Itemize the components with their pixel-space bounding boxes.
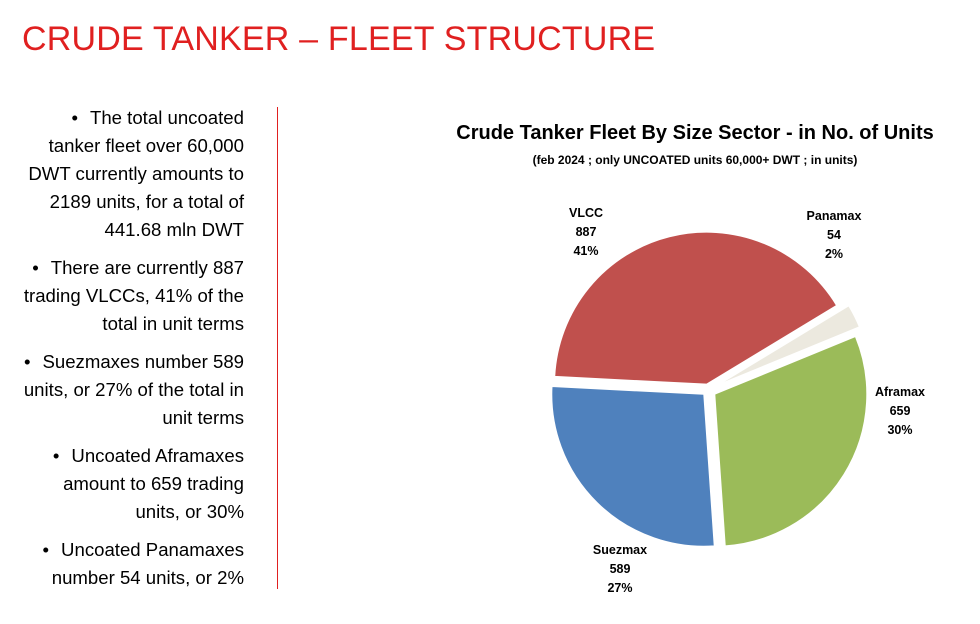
chart-subtitle: (feb 2024 ; only UNCOATED units 60,000+ … — [532, 153, 858, 167]
pie-slice-suezmax — [551, 385, 715, 547]
slice-name: Aframax — [875, 385, 925, 399]
bullet-item: • The total uncoated tanker fleet over 60… — [28, 107, 244, 240]
bullet-text: Uncoated Aframaxes amount to 659 trading… — [63, 445, 244, 522]
bullet-item: • Suezmaxes number 589 units, or 27% of t… — [23, 351, 244, 428]
slice-value: 54 — [827, 228, 841, 242]
bullet-item: • Uncoated Panamaxes number 54 units, or … — [42, 539, 244, 588]
vertical-divider — [277, 107, 278, 589]
bullet-text: There are currently 887 trading VLCCs, 4… — [23, 257, 244, 334]
slice-value: 659 — [890, 404, 911, 418]
pie-slice-vlcc — [554, 231, 838, 385]
pie-slice-panamax — [718, 305, 860, 386]
slice-value: 589 — [610, 562, 631, 576]
bullet-text: Suezmaxes number 589 units, or 27% of th… — [23, 351, 244, 428]
slice-label-vlcc: VLCC 887 41% — [569, 206, 603, 258]
slice-name: VLCC — [569, 206, 603, 220]
slice-label-panamax: Panamax 54 2% — [807, 209, 862, 261]
pie-slice-aframax — [714, 335, 868, 547]
slice-name: Panamax — [807, 209, 862, 223]
slice-percent: 27% — [607, 581, 632, 595]
slice-name: Suezmax — [593, 543, 647, 557]
slice-percent: 2% — [825, 247, 843, 261]
slice-percent: 30% — [887, 423, 912, 437]
bullet-item: • Uncoated Aframaxes amount to 659 tradin… — [52, 445, 244, 522]
slice-percent: 41% — [573, 244, 598, 258]
slide-title: CRUDE TANKER – FLEET STRUCTURE — [22, 20, 656, 58]
chart-title: Crude Tanker Fleet By Size Sector - in N… — [456, 122, 934, 144]
bullet-list: • The total uncoated tanker fleet over 60… — [18, 104, 244, 602]
slice-value: 887 — [576, 225, 597, 239]
slice-label-aframax: Aframax 659 30% — [875, 385, 925, 437]
slice-label-suezmax: Suezmax 589 27% — [593, 543, 647, 595]
bullet-text: Uncoated Panamaxes number 54 units, or 2… — [51, 539, 244, 588]
bullet-item: • There are currently 887 trading VLCCs, … — [23, 257, 244, 334]
bullet-text: The total uncoated tanker fleet over 60,… — [28, 107, 244, 240]
